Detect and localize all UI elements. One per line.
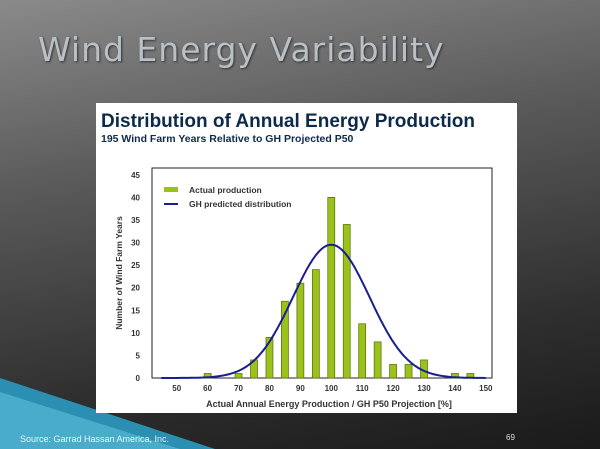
- chart-panel: [96, 103, 517, 413]
- bar-90: [296, 282, 305, 379]
- bar-120: [389, 364, 397, 379]
- y-axis-label: Number of Wind Farm Years: [114, 216, 124, 330]
- y-tick-label: 0: [136, 374, 141, 383]
- plot-frame: [151, 167, 493, 379]
- y-tick-label: 40: [131, 193, 140, 202]
- y-tick-label: 20: [131, 284, 140, 293]
- x-tick-label: 80: [265, 384, 274, 393]
- y-tick-label: 45: [131, 171, 140, 180]
- legend-label-predicted: GH predicted distribution: [189, 199, 291, 209]
- x-tick-label: 50: [172, 384, 181, 393]
- page-number: 69: [506, 433, 515, 442]
- bar-125: [404, 364, 413, 379]
- legend: Actual production GH predicted distribut…: [164, 185, 291, 209]
- bar-95: [311, 269, 320, 379]
- y-tick-label: 15: [131, 306, 140, 315]
- predicted-distribution-curve: [161, 243, 486, 379]
- bar-70: [234, 373, 243, 379]
- bar-115: [373, 341, 382, 379]
- chart-subtitle: 195 Wind Farm Years Relative to GH Proje…: [101, 133, 354, 145]
- bar-80: [265, 337, 274, 379]
- legend-label-actual: Actual production: [189, 185, 262, 195]
- y-tick-label: 25: [131, 261, 140, 270]
- x-tick-label: 70: [234, 384, 243, 393]
- y-tick-label: 35: [131, 216, 140, 225]
- source-note: Source: Garrad Hassan America, Inc.: [20, 434, 170, 444]
- bar-85: [281, 300, 289, 379]
- x-tick-label: 120: [386, 384, 400, 393]
- x-tick-label: 90: [296, 384, 305, 393]
- chart-title: Distribution of Annual Energy Production: [101, 111, 475, 132]
- slide-title: Wind Energy Variability: [38, 30, 445, 69]
- x-tick-label: 110: [356, 384, 369, 393]
- x-tick-label: 140: [448, 384, 462, 393]
- x-tick-label: 150: [479, 384, 493, 393]
- x-axis-label: Actual Annual Energy Production / GH P50…: [206, 399, 452, 409]
- y-tick-label: 10: [131, 329, 140, 338]
- legend-swatch-bar: [164, 187, 178, 192]
- x-tick-label: 100: [325, 384, 339, 393]
- x-tick-label: 60: [203, 384, 212, 393]
- bar-110: [358, 323, 367, 379]
- light-blue-corner-shape: [0, 392, 180, 449]
- bar-105: [342, 224, 351, 379]
- y-tick-label: 30: [131, 239, 140, 248]
- y-tick-label: 5: [136, 351, 141, 360]
- bar-100: [327, 197, 336, 379]
- x-tick-label: 130: [417, 384, 431, 393]
